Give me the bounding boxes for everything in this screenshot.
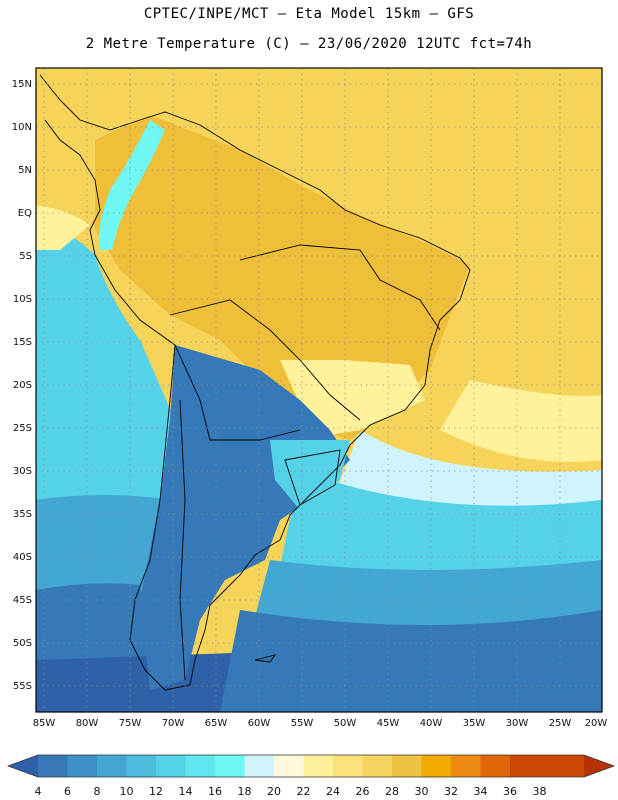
lat-label: 15S — [13, 337, 32, 348]
colorbar-label: 32 — [444, 785, 458, 798]
falklands-outline — [254, 654, 277, 663]
colorbar-label: 24 — [326, 785, 340, 798]
colorbar-swatch — [215, 755, 245, 777]
colorbar-label: 38 — [533, 785, 547, 798]
lat-label: 30S — [13, 466, 32, 477]
colorbar-label: 6 — [64, 785, 71, 798]
colorbar-swatch — [97, 755, 127, 777]
colorbar-swatch — [362, 755, 392, 777]
colorbar-swatch — [333, 755, 363, 777]
colorbar-swatch — [539, 755, 584, 777]
lat-label: 10N — [12, 122, 32, 133]
colorbar-label: 12 — [149, 785, 163, 798]
lon-label: 80W — [76, 718, 99, 729]
colorbar-swatch — [421, 755, 451, 777]
colorbar-swatch — [274, 755, 304, 777]
colorbar-swatch — [392, 755, 422, 777]
colorbar-swatch — [244, 755, 274, 777]
colorbar-left-arrow — [8, 755, 38, 777]
lat-label: 50S — [13, 638, 32, 649]
lon-label: 55W — [291, 718, 314, 729]
colorbar-label: 26 — [356, 785, 370, 798]
colorbar-swatch — [67, 755, 97, 777]
lon-label: 50W — [334, 718, 357, 729]
lat-label: 5S — [19, 251, 32, 262]
argentina-north-border — [174, 344, 301, 441]
brazil-north-border — [239, 244, 441, 331]
lat-label: 15N — [12, 79, 32, 90]
colorbar-label: 8 — [94, 785, 101, 798]
andes-north-cold — [98, 120, 165, 250]
atlantic-mild-band — [440, 380, 602, 462]
lon-label: 75W — [119, 718, 142, 729]
lat-label: 45S — [13, 595, 32, 606]
lon-label: 70W — [162, 718, 185, 729]
lon-label: 30W — [506, 718, 529, 729]
colorbar-swatch — [303, 755, 333, 777]
hot-interior-land — [95, 115, 470, 440]
chart-title: CPTEC/INPE/MCT – Eta Model 15km – GFS — [143, 6, 475, 22]
chile-argentina-border — [179, 399, 186, 681]
atlantic-coldest-band — [220, 610, 602, 712]
colorbar-outline — [6, 754, 616, 778]
south-america-coastline — [39, 74, 471, 691]
colorbar-swatch — [480, 755, 510, 777]
colorbar-label: 30 — [415, 785, 429, 798]
colorbar-label: 10 — [120, 785, 134, 798]
colorbar — [6, 754, 616, 778]
colorbar-swatch — [126, 755, 156, 777]
lon-label: 25W — [549, 718, 572, 729]
lat-label: EQ — [18, 208, 32, 219]
colorbar-label: 4 — [35, 785, 42, 798]
chart-subtitle: 2 Metre Temperature (C) – 23/06/2020 12U… — [85, 36, 533, 52]
temperature-field — [36, 68, 602, 712]
uruguay-cool-land — [270, 440, 350, 510]
lon-label: 65W — [205, 718, 228, 729]
southern-cone-cold-land — [140, 345, 350, 690]
lat-label: 35S — [13, 509, 32, 520]
lat-label: 40S — [13, 552, 32, 563]
bolivia-brazil-border — [169, 299, 361, 421]
pacific-mild-band — [36, 220, 175, 420]
lon-label: 20W — [585, 718, 608, 729]
lat-label: 20S — [13, 380, 32, 391]
lon-label: 60W — [248, 718, 271, 729]
colorbar-swatch — [451, 755, 481, 777]
colorbar-label: 14 — [179, 785, 193, 798]
lon-label: 85W — [33, 718, 56, 729]
lat-label: 10S — [13, 294, 32, 305]
lon-label: 35W — [463, 718, 486, 729]
longitude-labels: 85W 80W 75W 70W 65W 60W 55W 50W 45W 40W … — [33, 718, 608, 729]
colorbar-label: 34 — [474, 785, 488, 798]
graticule — [36, 68, 603, 712]
lon-label: 45W — [377, 718, 400, 729]
lat-label: 25S — [13, 423, 32, 434]
colorbar-label: 36 — [503, 785, 517, 798]
map-frame — [35, 67, 603, 713]
colorbar-swatch — [510, 755, 540, 777]
lon-label: 40W — [420, 718, 443, 729]
coastlines-borders — [39, 74, 471, 691]
colorbar-label: 28 — [385, 785, 399, 798]
latitude-labels: 15N 10N 5N EQ 5S 10S 15S 20S 25S 30S 35S… — [12, 79, 32, 692]
lat-label: 5N — [18, 165, 32, 176]
colorbar-label: 16 — [208, 785, 222, 798]
colorbar-label: 22 — [297, 785, 311, 798]
colorbar-swatch — [156, 755, 186, 777]
colorbar-label: 18 — [238, 785, 252, 798]
equatorial-pacific-mild — [36, 205, 90, 250]
colorbar-right-arrow — [584, 755, 614, 777]
colorbar-labels: 4 6 8 10 12 14 16 18 20 22 24 26 28 30 3… — [35, 785, 547, 798]
colorbar-swatch — [185, 755, 215, 777]
colorbar-label: 20 — [267, 785, 281, 798]
colorbar-swatch — [38, 755, 68, 777]
uruguay-outline — [284, 449, 341, 506]
lat-label: 55S — [13, 681, 32, 692]
